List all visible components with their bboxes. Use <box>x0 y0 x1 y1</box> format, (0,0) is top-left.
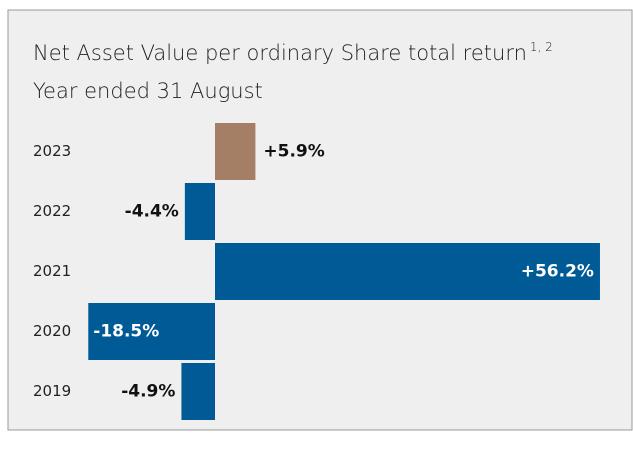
value-label: -18.5% <box>93 322 159 342</box>
bar <box>215 243 600 300</box>
value-label: -4.4% <box>125 202 179 222</box>
y-tick-label: 2022 <box>33 202 71 220</box>
bar <box>88 303 215 360</box>
title-note: 1, 2 <box>530 40 553 54</box>
panel <box>7 9 633 431</box>
bar <box>184 183 215 240</box>
value-label: -4.9% <box>121 382 175 402</box>
y-tick-label: 2023 <box>33 142 71 160</box>
chart-title: Net Asset Value per ordinary Share total… <box>33 41 527 65</box>
value-label: +56.2% <box>521 262 594 282</box>
y-tick-label: 2021 <box>33 262 71 280</box>
y-tick-label: 2019 <box>33 382 71 400</box>
bar <box>181 363 215 420</box>
y-tick-label: 2020 <box>33 322 71 340</box>
value-label: +5.9% <box>263 142 324 162</box>
chart-subtitle: Year ended 31 August <box>33 79 263 103</box>
bar <box>215 123 256 180</box>
chart-title-group: Net Asset Value per ordinary Share total… <box>33 40 553 66</box>
